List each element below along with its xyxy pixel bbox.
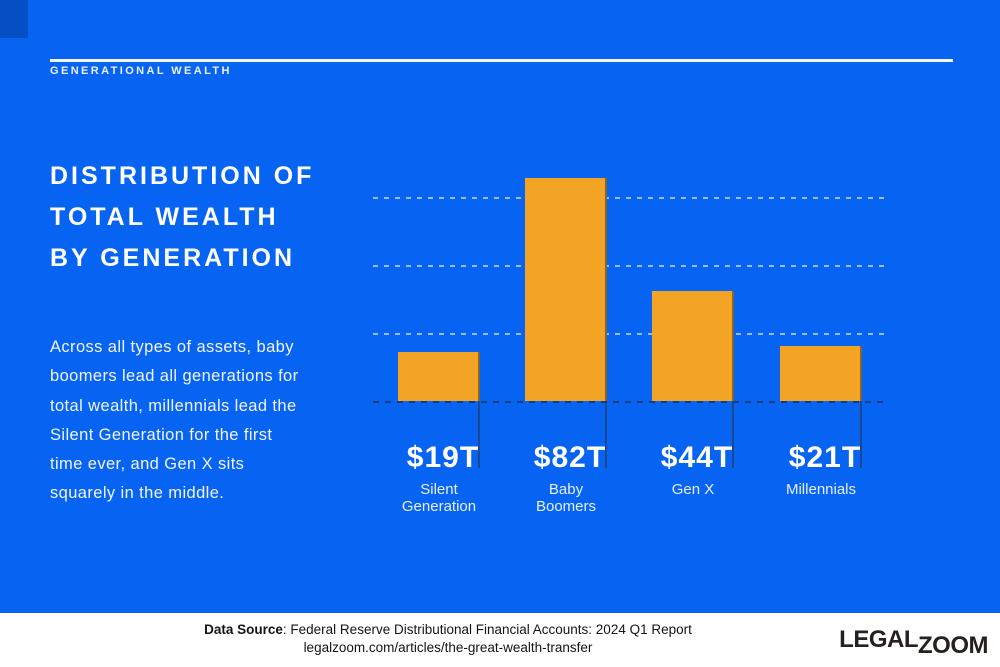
baseline <box>373 401 889 403</box>
drop-line-baby-boomers <box>605 178 607 468</box>
drop-line-gen-x <box>732 291 734 468</box>
description-line: time ever, and Gen X sits <box>50 455 245 474</box>
bar-chart: $19T Silent Generation $82T Baby Boomers $44T G… <box>373 125 889 545</box>
corner-accent <box>0 0 28 38</box>
category-label-line: Silent <box>420 481 458 498</box>
title-line-3: BY GENERATION <box>50 244 296 272</box>
title-line-2: TOTAL WEALTH <box>50 203 279 231</box>
category-label-line: Millennials <box>785 481 857 498</box>
description-line: total wealth, millennials lead the <box>50 396 297 415</box>
bar-silent-generation <box>398 352 480 401</box>
drop-line-millennials <box>860 346 862 468</box>
gridline-0 <box>373 197 889 199</box>
description-line: squarely in the middle. <box>50 484 225 503</box>
data-source-block: Data Source: Federal Reserve Distributio… <box>0 621 896 656</box>
category-label-silent-generation: Silent Generation <box>375 481 503 515</box>
logo-legal: LEGAL <box>839 626 918 653</box>
drop-line-silent-generation <box>478 352 480 468</box>
footer: Data Source: Federal Reserve Distributio… <box>0 613 1000 667</box>
data-source-line: Data Source: Federal Reserve Distributio… <box>0 621 896 639</box>
value-label-silent-generation: $19T <box>406 441 480 474</box>
bar-gen-x <box>652 291 734 401</box>
description-line: Across all types of assets, baby <box>50 338 294 356</box>
description-text: Across all types of assets, baby boomers… <box>50 333 299 509</box>
legalzoom-logo: LEGALZOOM <box>839 626 988 659</box>
value-label-millennials: $21T <box>788 441 862 474</box>
gridline-2 <box>373 333 889 335</box>
logo-zoom: ZOOM <box>918 632 989 659</box>
title-line-1: DISTRIBUTION OF <box>50 162 315 190</box>
divider-line <box>50 59 953 62</box>
bar-baby-boomers <box>525 178 607 401</box>
value-label-gen-x: $44T <box>660 441 734 474</box>
category-label-line: Generation <box>401 497 477 515</box>
category-label-line: Boomers <box>535 497 597 515</box>
category-label-line: Baby <box>548 481 584 498</box>
category-label-millennials: Millennials <box>757 481 885 499</box>
value-label-baby-boomers: $82T <box>533 441 607 474</box>
eyebrow-label: GENERATIONAL WEALTH <box>50 65 232 77</box>
gridline-1 <box>373 265 889 267</box>
description-line: boomers lead all generations for <box>50 367 299 386</box>
category-label-line: Gen X <box>671 481 715 498</box>
data-source-label: Data Source <box>204 622 283 637</box>
data-source-text: : Federal Reserve Distributional Financi… <box>282 622 692 637</box>
category-label-gen-x: Gen X <box>629 481 757 499</box>
source-url: legalzoom.com/articles/the-great-wealth-… <box>303 639 593 655</box>
description-line: Silent Generation for the first <box>50 425 273 444</box>
bar-millennials <box>780 346 862 401</box>
page-title: DISTRIBUTION OF TOTAL WEALTH BY GENERATI… <box>50 156 314 279</box>
category-label-baby-boomers: Baby Boomers <box>502 481 630 515</box>
